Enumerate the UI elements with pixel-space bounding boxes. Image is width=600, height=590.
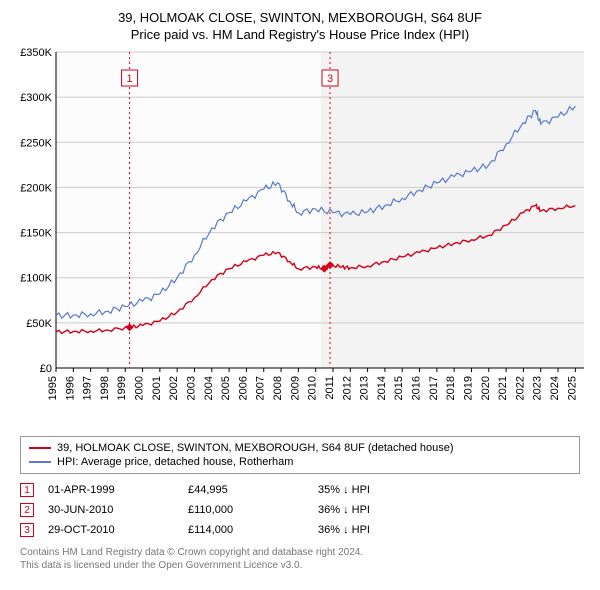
chart-title: 39, HOLMOAK CLOSE, SWINTON, MEXBOROUGH, …	[10, 10, 590, 25]
svg-text:2024: 2024	[549, 376, 561, 400]
svg-text:1997: 1997	[82, 376, 94, 400]
svg-text:2020: 2020	[480, 376, 492, 400]
svg-text:2014: 2014	[376, 376, 388, 400]
legend-label: HPI: Average price, detached house, Roth…	[57, 456, 293, 468]
legend-swatch	[29, 447, 51, 449]
svg-text:2008: 2008	[272, 376, 284, 400]
legend-swatch	[29, 461, 51, 463]
svg-text:1998: 1998	[99, 376, 111, 400]
svg-text:£350K: £350K	[20, 48, 52, 59]
transaction-price: £114,000	[188, 524, 318, 536]
legend-row: HPI: Average price, detached house, Roth…	[29, 455, 571, 469]
svg-text:2002: 2002	[168, 376, 180, 400]
transaction-num-box: 3	[20, 523, 34, 537]
svg-text:2012: 2012	[341, 376, 353, 400]
footer-attribution: Contains HM Land Registry data © Crown c…	[20, 546, 590, 572]
svg-text:2013: 2013	[359, 376, 371, 400]
svg-text:2010: 2010	[307, 376, 319, 400]
transactions-table: 1 01-APR-1999£44,99535% ↓ HPI 2 30-JUN-2010…	[20, 480, 580, 540]
transaction-num-box: 2	[20, 503, 34, 517]
transaction-num-box: 1	[20, 483, 34, 497]
svg-text:1995: 1995	[47, 376, 59, 400]
svg-text:2015: 2015	[393, 376, 405, 400]
svg-text:£300K: £300K	[20, 92, 52, 104]
svg-text:2005: 2005	[220, 376, 232, 400]
svg-text:2007: 2007	[255, 376, 267, 400]
svg-text:£200K: £200K	[20, 182, 52, 194]
chart-container: 39, HOLMOAK CLOSE, SWINTON, MEXBOROUGH, …	[0, 0, 600, 578]
transaction-pct: 36% ↓ HPI	[318, 504, 428, 516]
svg-text:2006: 2006	[237, 376, 249, 400]
svg-text:3: 3	[327, 73, 333, 85]
legend-row: 39, HOLMOAK CLOSE, SWINTON, MEXBOROUGH, …	[29, 441, 571, 455]
svg-text:£250K: £250K	[20, 137, 52, 149]
transaction-price: £44,995	[188, 484, 318, 496]
svg-text:2017: 2017	[428, 376, 440, 400]
legend-label: 39, HOLMOAK CLOSE, SWINTON, MEXBOROUGH, …	[57, 442, 454, 454]
svg-text:£100K: £100K	[20, 273, 52, 285]
svg-text:2023: 2023	[532, 376, 544, 400]
svg-text:2004: 2004	[203, 376, 215, 400]
svg-text:2009: 2009	[289, 376, 301, 400]
chart-plot: £0 £50K £100K £150K £200K £250K £300K £350K 1995…	[10, 48, 590, 428]
transaction-pct: 35% ↓ HPI	[318, 484, 428, 496]
svg-text:1: 1	[127, 73, 133, 85]
transaction-pct: 36% ↓ HPI	[318, 524, 428, 536]
svg-text:£0: £0	[40, 363, 52, 375]
legend-box: 39, HOLMOAK CLOSE, SWINTON, MEXBOROUGH, …	[20, 436, 580, 474]
transaction-date: 01-APR-1999	[48, 484, 188, 496]
svg-text:2025: 2025	[566, 376, 578, 400]
svg-text:2003: 2003	[185, 376, 197, 400]
transaction-date: 29-OCT-2010	[48, 524, 188, 536]
transaction-row: 3 29-OCT-2010£114,00036% ↓ HPI	[20, 520, 580, 540]
svg-text:2021: 2021	[497, 376, 509, 400]
svg-text:£150K: £150K	[20, 228, 52, 240]
footer-line-1: Contains HM Land Registry data © Crown c…	[20, 546, 590, 559]
svg-text:1996: 1996	[64, 376, 76, 400]
svg-text:2011: 2011	[324, 376, 336, 400]
chart-subtitle: Price paid vs. HM Land Registry's House …	[10, 27, 590, 42]
svg-text:2016: 2016	[411, 376, 423, 400]
svg-text:2001: 2001	[151, 376, 163, 400]
svg-text:2018: 2018	[445, 376, 457, 400]
transaction-price: £110,000	[188, 504, 318, 516]
svg-text:2000: 2000	[134, 376, 146, 400]
svg-text:2019: 2019	[462, 376, 474, 400]
svg-text:£50K: £50K	[26, 318, 52, 330]
svg-text:2022: 2022	[514, 376, 526, 400]
svg-text:1999: 1999	[116, 376, 128, 400]
transaction-date: 30-JUN-2010	[48, 504, 188, 516]
footer-line-2: This data is licensed under the Open Gov…	[20, 559, 590, 572]
transaction-row: 2 30-JUN-2010£110,00036% ↓ HPI	[20, 500, 580, 520]
transaction-row: 1 01-APR-1999£44,99535% ↓ HPI	[20, 480, 580, 500]
